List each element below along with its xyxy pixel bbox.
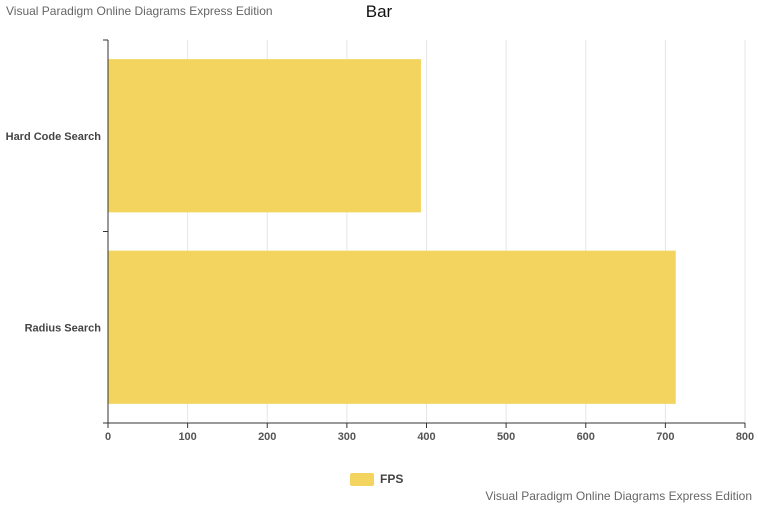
x-tick-label-700: 700 — [656, 431, 674, 443]
legend-swatch-fps — [350, 472, 374, 486]
bar-radius-search — [108, 250, 676, 404]
watermark-top: Visual Paradigm Online Diagrams Express … — [6, 4, 273, 18]
x-tick-label-500: 500 — [497, 431, 515, 443]
axes — [103, 39, 746, 428]
legend-label-fps: FPS — [380, 472, 404, 486]
x-tick-label-200: 200 — [258, 431, 276, 443]
bar-hard-code-search — [108, 59, 421, 213]
legend[interactable]: FPS — [350, 472, 403, 486]
chart-title: Bar — [365, 2, 393, 21]
x-tick-label-400: 400 — [417, 431, 435, 443]
x-tick-label-800: 800 — [736, 431, 754, 443]
axis-labels: 0 100 200 300 400 500 600 700 800 Hard Code Searc… — [6, 131, 755, 443]
y-tick-label-hard-code-search: Hard Code Search — [6, 131, 102, 143]
bars — [108, 59, 676, 404]
watermark-bottom: Visual Paradigm Online Diagrams Express … — [485, 489, 752, 503]
x-tick-label-0: 0 — [105, 431, 111, 443]
y-tick-label-radius-search: Radius Search — [25, 322, 102, 334]
x-tick-label-600: 600 — [577, 431, 595, 443]
x-tick-label-100: 100 — [178, 431, 196, 443]
x-tick-label-300: 300 — [338, 431, 356, 443]
